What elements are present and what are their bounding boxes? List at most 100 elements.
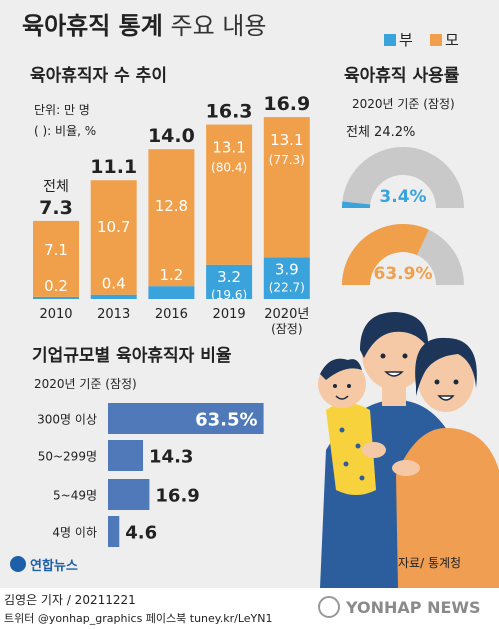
baby-dot-4 bbox=[359, 475, 365, 481]
father-value-label-4: 3.9 bbox=[275, 260, 299, 278]
hbar-2 bbox=[108, 479, 150, 510]
baby-body-shape bbox=[326, 403, 376, 495]
footer-brand: YONHAP NEWS bbox=[346, 598, 481, 617]
father-value-label-1: 0.4 bbox=[102, 275, 126, 293]
title-light: 주요 내용 bbox=[170, 12, 267, 40]
total-label-2: 14.0 bbox=[148, 125, 195, 147]
category-label-4: 2020년 bbox=[264, 307, 309, 322]
mother-value-label-3: 13.1 bbox=[212, 139, 245, 157]
chart3-title: 기업규모별 육아휴직자 비율 bbox=[32, 346, 232, 366]
logo-text: 연합뉴스 bbox=[30, 559, 78, 574]
chart2-gauges: 3.4% 63.9% bbox=[342, 147, 464, 285]
yonhap-logo: 연합뉴스 bbox=[10, 554, 100, 574]
bar-mother-0 bbox=[33, 220, 79, 297]
mother-ratio-label-3: (80.4) bbox=[211, 161, 247, 175]
bar-mother-3 bbox=[206, 124, 253, 265]
hbar-value-0: 63.5% bbox=[195, 410, 257, 431]
mother-head-shape bbox=[418, 348, 474, 412]
hand-left bbox=[362, 442, 386, 458]
mother-body-shape bbox=[396, 428, 499, 588]
category-label-1: 2013 bbox=[97, 307, 130, 322]
chart1-ratio-note: ( ): 비율, % bbox=[34, 124, 97, 138]
father-value-label-2: 1.2 bbox=[159, 266, 183, 284]
yonhap-news-icon bbox=[318, 596, 340, 618]
page-title: 육아휴직 통계 주요 내용 bbox=[22, 10, 266, 42]
gauge-fill-0 bbox=[342, 201, 371, 208]
baby-eye-right bbox=[347, 384, 351, 388]
hbar-value-2: 16.9 bbox=[155, 486, 199, 507]
legend: 부 모 bbox=[384, 30, 484, 50]
hbar-1 bbox=[108, 440, 144, 471]
father-eye-right bbox=[402, 353, 408, 359]
mother-eye-left bbox=[434, 379, 440, 385]
total-label-3: 16.3 bbox=[206, 101, 253, 123]
chart1-title: 육아휴직자 수 추이 bbox=[30, 66, 167, 86]
total-prefix-label: 전체 bbox=[43, 179, 69, 195]
total-label-1: 11.1 bbox=[90, 156, 137, 178]
mother-value-label-2: 12.8 bbox=[155, 197, 188, 215]
gauge-fill-1 bbox=[342, 224, 429, 285]
mother-value-label-0: 7.1 bbox=[44, 241, 68, 259]
chart3-basis: 2020년 기준 (잠정) bbox=[34, 377, 137, 391]
hbar-value-1: 14.3 bbox=[149, 447, 193, 468]
title-bold: 육아휴직 통계 bbox=[22, 12, 163, 40]
bar-father-4 bbox=[263, 257, 310, 299]
baby-dot-3 bbox=[343, 461, 349, 467]
father-eye-left bbox=[380, 353, 386, 359]
hbar-category-3: 4명 이하 bbox=[52, 526, 97, 540]
footer-credit: 김영은 기자 / 20211221 bbox=[4, 593, 136, 607]
gauge-label-1: 63.9% bbox=[374, 264, 433, 284]
bar-father-1 bbox=[90, 294, 137, 299]
mother-eye-right bbox=[453, 379, 459, 385]
legend-father-label: 부 bbox=[399, 31, 413, 49]
category-label-4-sub: (잠정) bbox=[271, 322, 302, 336]
legend-father-swatch bbox=[384, 34, 396, 46]
hbar-category-0: 300명 이상 bbox=[37, 413, 97, 427]
chart2-basis: 2020년 기준 (잠정) bbox=[352, 97, 455, 111]
bar-father-2 bbox=[148, 286, 195, 299]
chart1-unit-note: 단위: 만 명 bbox=[34, 103, 90, 117]
logo-mark-icon bbox=[10, 556, 26, 572]
baby-hair-shape bbox=[320, 358, 362, 380]
baby-dot-2 bbox=[355, 443, 361, 449]
chart3-horizontal-bar: 300명 이상 63.5% 50~299명 14.3 5~49명 16.9 4명 이하 4.6 bbox=[37, 403, 264, 547]
father-value-label-0: 0.2 bbox=[44, 277, 68, 295]
mother-mouth bbox=[437, 395, 455, 401]
father-mouth bbox=[384, 371, 404, 377]
baby-mouth bbox=[335, 395, 349, 400]
mother-ratio-label-4: (77.3) bbox=[269, 153, 305, 167]
hand-right bbox=[392, 460, 420, 476]
bar-mother-2 bbox=[148, 149, 195, 287]
baby-dot-1 bbox=[339, 427, 345, 433]
gauge-track-0 bbox=[342, 147, 464, 208]
hbar-value-3: 4.6 bbox=[125, 523, 157, 544]
father-hair-shape bbox=[360, 312, 429, 358]
chart1-stacked-bar: 7.3 전체 7.1 0.2 2010 11.1 10.7 0.4 2013 14.0 12.8 1.… bbox=[33, 93, 310, 336]
category-label-2: 2016 bbox=[155, 307, 188, 322]
hbar-0 bbox=[108, 403, 264, 434]
bar-father-3 bbox=[206, 264, 253, 299]
family-illustration bbox=[318, 312, 499, 588]
baby-eye-left bbox=[333, 384, 337, 388]
category-label-0: 2010 bbox=[39, 307, 72, 322]
bar-mother-1 bbox=[90, 180, 137, 295]
legend-mother-swatch bbox=[430, 34, 442, 46]
hbar-category-2: 5~49명 bbox=[53, 489, 97, 503]
bar-father-0 bbox=[33, 296, 79, 299]
source-credit: 자료/ 통계청 bbox=[398, 556, 462, 570]
mother-value-label-1: 10.7 bbox=[97, 218, 130, 236]
legend-mother-label: 모 bbox=[445, 31, 459, 49]
chart2-total: 전체 24.2% bbox=[346, 125, 416, 140]
gauge-label-0: 3.4% bbox=[379, 187, 426, 207]
chart2-title: 육아휴직 사용률 bbox=[344, 66, 460, 86]
footer: 김영은 기자 / 20211221 트위터 @yonhap_graphics 페… bbox=[0, 588, 499, 629]
total-label-4: 16.9 bbox=[263, 93, 310, 115]
category-label-3: 2019 bbox=[213, 307, 246, 322]
hbar-category-1: 50~299명 bbox=[38, 450, 97, 464]
total-label-0: 7.3 bbox=[39, 197, 73, 219]
bar-mother-4 bbox=[263, 117, 310, 258]
mother-value-label-4: 13.1 bbox=[270, 131, 303, 149]
father-value-label-3: 3.2 bbox=[217, 268, 241, 286]
footer-social: 트위터 @yonhap_graphics 페이스북 tuney.kr/LeYN1 bbox=[4, 612, 273, 625]
